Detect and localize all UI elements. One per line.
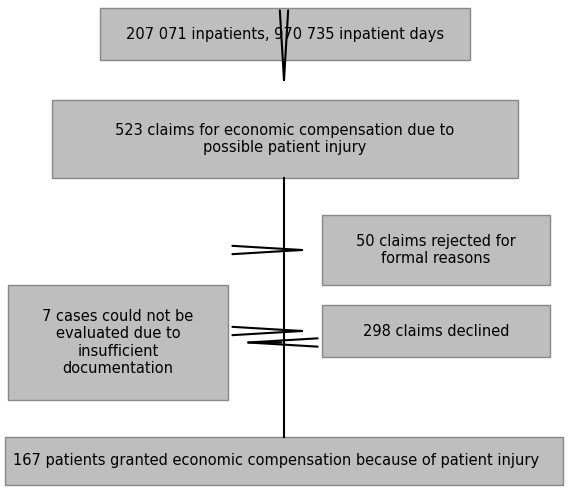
Text: 167 patients granted economic compensation because of patient injury: 167 patients granted economic compensati… (13, 454, 539, 468)
FancyBboxPatch shape (322, 215, 550, 285)
FancyBboxPatch shape (8, 285, 228, 400)
FancyBboxPatch shape (322, 305, 550, 357)
Text: 298 claims declined: 298 claims declined (363, 324, 509, 338)
FancyBboxPatch shape (100, 8, 470, 60)
FancyBboxPatch shape (5, 437, 563, 485)
FancyBboxPatch shape (52, 100, 518, 178)
Text: 523 claims for economic compensation due to
possible patient injury: 523 claims for economic compensation due… (116, 123, 455, 155)
Text: 7 cases could not be
evaluated due to
insufficient
documentation: 7 cases could not be evaluated due to in… (42, 309, 193, 376)
Text: 207 071 inpatients, 970 735 inpatient days: 207 071 inpatients, 970 735 inpatient da… (126, 27, 444, 42)
Text: 50 claims rejected for
formal reasons: 50 claims rejected for formal reasons (356, 234, 516, 266)
